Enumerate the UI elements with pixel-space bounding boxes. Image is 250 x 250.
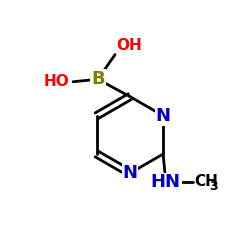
Text: B: B [91,70,104,88]
Text: HO: HO [44,74,70,89]
Text: CH: CH [194,174,218,189]
Text: OH: OH [116,38,142,53]
Text: N: N [156,107,171,125]
Text: N: N [122,164,138,182]
Text: 3: 3 [209,180,218,194]
Text: HN: HN [150,174,180,192]
